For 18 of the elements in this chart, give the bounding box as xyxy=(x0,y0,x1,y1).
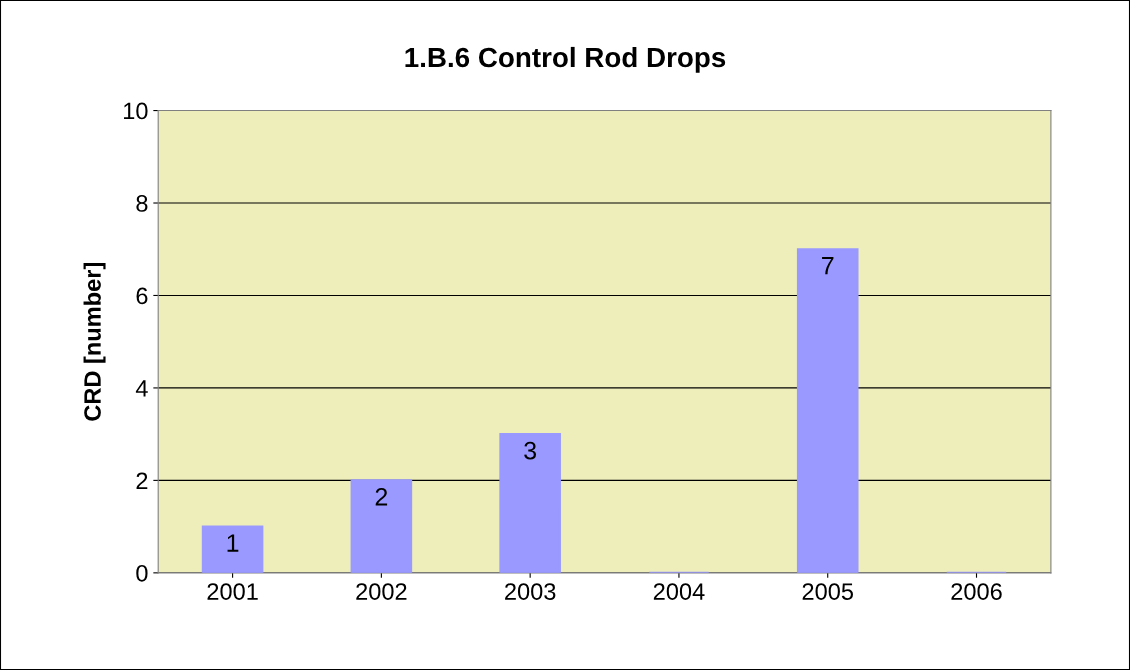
data-label: 7 xyxy=(822,257,834,275)
x-tick-label: 2005 xyxy=(802,583,853,600)
data-label: 1 xyxy=(227,534,239,552)
x-tick-label: 2001 xyxy=(207,583,258,600)
chart-title: 1.B.6 Control Rod Drops xyxy=(405,46,726,73)
y-tick-label: 6 xyxy=(136,287,148,305)
x-tick-label: 2002 xyxy=(356,583,407,600)
x-tick-label: 2003 xyxy=(505,583,556,600)
y-tick-label: 0 xyxy=(136,564,148,582)
y-tick-label: 8 xyxy=(136,195,148,212)
y-axis-title: CRD [number] xyxy=(83,263,106,421)
x-tick-label: 2004 xyxy=(653,583,705,600)
y-tick-label: 10 xyxy=(124,102,148,120)
y-tick-label: 4 xyxy=(135,380,148,397)
data-label: 3 xyxy=(524,441,537,460)
y-tick-label: 2 xyxy=(136,472,148,489)
x-tick-label: 2006 xyxy=(951,583,1002,600)
data-label: 2 xyxy=(375,487,388,506)
